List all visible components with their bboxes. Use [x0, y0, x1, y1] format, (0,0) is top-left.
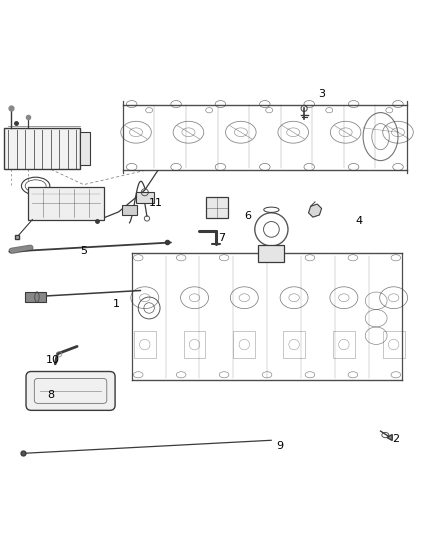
Text: 4: 4 — [355, 216, 362, 225]
Text: 10: 10 — [46, 356, 60, 365]
Text: 7: 7 — [218, 233, 225, 243]
Bar — [122, 205, 138, 215]
Text: 11: 11 — [148, 198, 162, 208]
Polygon shape — [308, 204, 321, 217]
Bar — [4, 128, 81, 169]
Bar — [136, 192, 153, 203]
Bar — [25, 292, 46, 302]
Bar — [134, 332, 155, 358]
Bar — [184, 332, 205, 358]
Bar — [81, 132, 90, 165]
Bar — [206, 197, 228, 219]
Text: 8: 8 — [47, 390, 54, 400]
FancyBboxPatch shape — [26, 372, 115, 410]
Text: 9: 9 — [276, 440, 284, 450]
Text: 5: 5 — [80, 246, 87, 256]
Bar — [333, 332, 355, 358]
Text: 1: 1 — [113, 298, 120, 309]
Text: 2: 2 — [392, 434, 399, 444]
Bar — [233, 332, 255, 358]
Bar — [28, 187, 104, 220]
Bar — [258, 245, 285, 262]
Text: 6: 6 — [244, 211, 251, 221]
Text: 3: 3 — [318, 89, 325, 99]
Bar — [283, 332, 305, 358]
Bar — [383, 332, 405, 358]
